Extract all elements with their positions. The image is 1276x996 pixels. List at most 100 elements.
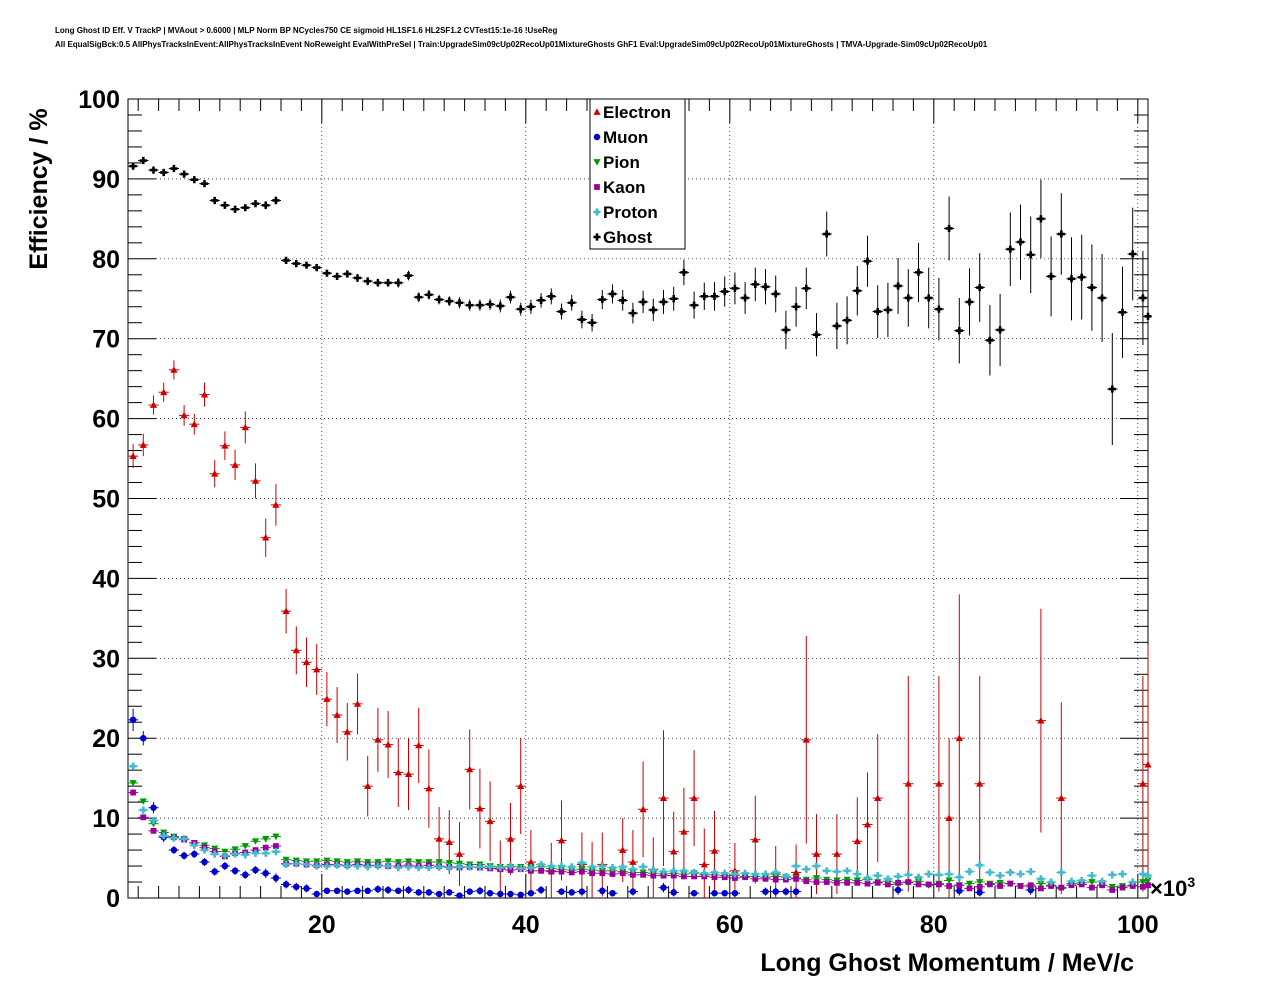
kaon-marker	[987, 881, 993, 888]
ghost-marker	[1139, 294, 1147, 302]
electron-marker	[323, 695, 331, 702]
proton-point	[474, 863, 485, 871]
proton-marker	[680, 867, 688, 875]
ghost-point	[821, 211, 832, 257]
pion-marker	[445, 859, 453, 867]
muon-point	[658, 882, 669, 893]
proton-marker	[751, 870, 759, 878]
proton-point	[505, 862, 516, 870]
electron-marker	[170, 366, 178, 373]
muon-marker	[772, 888, 779, 895]
kaon-point	[933, 881, 944, 888]
kaon-marker	[1089, 884, 1095, 891]
kaon-point	[872, 879, 883, 886]
proton-marker	[149, 816, 158, 825]
electron-marker	[129, 452, 137, 460]
kaon-point	[617, 870, 628, 877]
electron-marker	[180, 411, 188, 419]
proton-point	[1117, 870, 1128, 878]
muon-marker	[333, 887, 341, 895]
muon-point	[791, 887, 802, 896]
proton-point	[923, 870, 934, 878]
proton-marker	[466, 863, 474, 871]
ghost-marker	[1047, 272, 1055, 280]
proton-point	[862, 874, 873, 882]
ghost-marker	[343, 270, 351, 278]
proton-marker	[578, 859, 586, 867]
y-tick-label: 30	[92, 645, 120, 673]
muon-point	[291, 882, 302, 891]
electron-marker	[1139, 780, 1147, 787]
kaon-marker	[711, 874, 718, 881]
proton-point	[811, 862, 822, 870]
electron-marker	[343, 728, 351, 735]
ghost-point	[515, 302, 526, 316]
kaon-marker	[670, 872, 677, 879]
proton-point	[495, 864, 506, 872]
legend-label-proton: Proton	[603, 203, 658, 222]
proton-point	[148, 816, 159, 825]
ghost-marker	[761, 283, 770, 291]
proton-point	[740, 869, 751, 877]
ghost-marker	[190, 176, 198, 184]
proton-marker	[823, 867, 831, 875]
ghost-point	[199, 180, 210, 188]
series-proton	[128, 762, 1152, 886]
pion-marker	[415, 859, 423, 866]
proton-point	[831, 868, 842, 876]
ghost-marker	[884, 306, 892, 314]
electron-point	[974, 675, 985, 892]
kaon-point	[944, 883, 955, 889]
muon-point	[179, 851, 190, 860]
muon-marker	[252, 866, 259, 874]
ghost-point	[780, 310, 791, 350]
ghost-marker	[568, 299, 576, 307]
proton-marker	[231, 850, 239, 858]
proton-marker	[1037, 875, 1045, 883]
proton-marker	[313, 862, 321, 870]
muon-marker	[129, 716, 137, 724]
proton-point	[1056, 868, 1067, 877]
ghost-point	[321, 269, 332, 277]
proton-point	[444, 864, 455, 872]
proton-marker	[945, 870, 953, 878]
muon-marker	[446, 889, 453, 896]
kaon-marker	[864, 880, 871, 887]
proton-point	[566, 863, 577, 871]
ghost-point	[770, 275, 781, 313]
ghost-point	[699, 282, 710, 310]
electron-point	[413, 707, 424, 783]
proton-marker	[496, 864, 504, 872]
kaon-marker	[813, 879, 820, 885]
ghost-marker	[517, 305, 525, 313]
muon-marker	[293, 883, 300, 891]
muon-marker	[568, 889, 575, 896]
kaon-point	[1035, 885, 1046, 892]
electron-marker	[313, 665, 321, 673]
kaon-marker	[772, 876, 779, 883]
kaon-point	[893, 879, 904, 886]
ghost-marker	[139, 156, 147, 165]
kaon-point	[627, 871, 638, 878]
proton-point	[944, 870, 955, 878]
muon-marker	[517, 891, 524, 899]
kaon-marker	[1048, 883, 1054, 889]
muon-marker	[344, 888, 351, 895]
pion-point	[270, 833, 281, 841]
kaon-marker	[589, 870, 595, 877]
muon-point	[352, 887, 363, 895]
muon-marker	[609, 889, 616, 897]
ghost-marker	[578, 315, 586, 324]
kaon-point	[791, 875, 802, 882]
proton-marker	[364, 863, 372, 871]
muon-marker	[191, 850, 198, 858]
electron-marker	[384, 740, 392, 748]
muon-marker	[456, 892, 463, 899]
electron-point	[525, 830, 536, 895]
electron-marker	[629, 858, 637, 865]
ghost-marker	[149, 166, 158, 174]
proton-marker	[221, 852, 229, 860]
muon-marker	[660, 884, 667, 891]
proton-point	[179, 835, 190, 843]
